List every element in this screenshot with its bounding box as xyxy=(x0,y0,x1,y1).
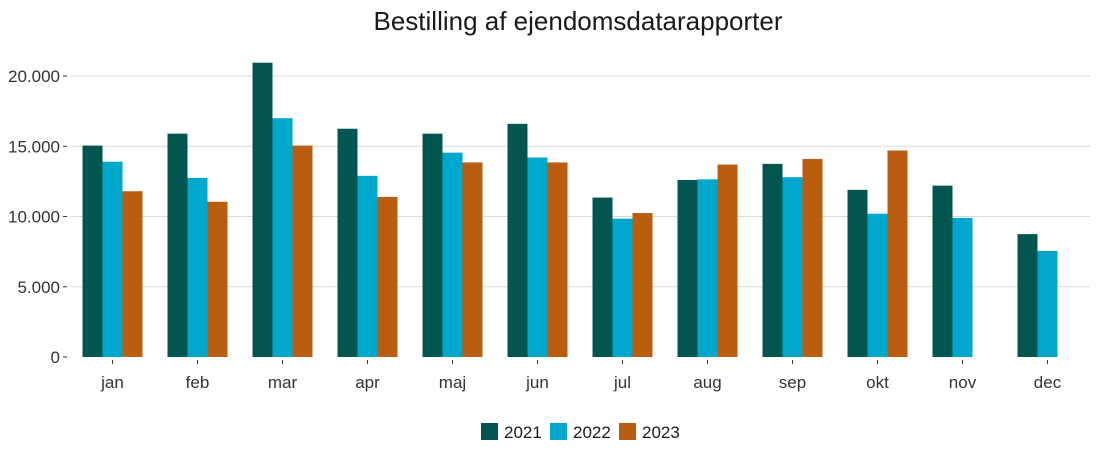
y-axis: 0 5.000 10.000 15.000 20.000 xyxy=(8,67,67,367)
x-tick-label: sep xyxy=(779,373,806,392)
bar-2021-okt xyxy=(847,189,868,357)
bar-2021-sep xyxy=(762,163,783,357)
bar-2022-feb xyxy=(187,177,208,357)
bar-2022-okt xyxy=(867,213,888,357)
bar-2023-okt xyxy=(887,150,908,357)
bar-2022-jun xyxy=(527,157,548,357)
bar-2023-jan xyxy=(122,191,143,357)
x-tick-label: okt xyxy=(866,373,889,392)
y-tick-label: 5.000 xyxy=(17,278,60,297)
bar-2022-dec xyxy=(1037,250,1058,357)
bar-2023-feb xyxy=(207,201,228,357)
chart-title: Bestilling af ejendomsdatarapporter xyxy=(373,6,782,36)
bar-2021-apr xyxy=(337,128,358,357)
bar-2022-sep xyxy=(782,177,803,357)
legend: 2021 2022 2023 xyxy=(481,423,680,442)
bar-2021-jun xyxy=(507,123,528,357)
x-tick-label: mar xyxy=(268,373,298,392)
bar-2023-maj xyxy=(462,162,483,357)
y-tick-label: 10.000 xyxy=(8,208,60,227)
bar-2023-mar xyxy=(292,145,313,357)
legend-label: 2022 xyxy=(573,423,611,442)
x-tick-label: dec xyxy=(1034,373,1062,392)
x-tick-label: jun xyxy=(525,373,549,392)
bar-2023-sep xyxy=(802,158,823,357)
bar-2021-feb xyxy=(167,133,188,357)
bar-2021-mar xyxy=(252,62,273,357)
gridlines xyxy=(70,75,1090,288)
bar-2021-nov xyxy=(932,185,953,357)
y-tick-label: 20.000 xyxy=(8,67,60,86)
y-tick-label: 15.000 xyxy=(8,137,60,156)
bar-2022-maj xyxy=(442,152,463,357)
bar-2023-jun xyxy=(547,162,568,357)
bar-2022-nov xyxy=(952,217,973,357)
x-tick-label: aug xyxy=(693,373,721,392)
bar-2021-maj xyxy=(422,133,443,357)
bar-2022-aug xyxy=(697,179,718,357)
bar-2022-jan xyxy=(102,161,123,357)
y-tick-label: 0 xyxy=(51,348,60,367)
bar-2021-aug xyxy=(677,180,698,357)
legend-swatch xyxy=(481,423,498,440)
bar-2023-apr xyxy=(377,196,398,357)
x-tick-label: maj xyxy=(439,373,466,392)
bar-2021-jan xyxy=(82,145,103,357)
bar-2022-mar xyxy=(272,118,293,357)
bar-2021-dec xyxy=(1017,234,1038,357)
bar-2021-jul xyxy=(592,197,613,357)
x-axis: jan feb mar apr maj jun jul aug sep okt nov dec xyxy=(100,360,1062,392)
legend-swatch xyxy=(619,423,636,440)
legend-label: 2023 xyxy=(642,423,680,442)
x-tick-label: jan xyxy=(100,373,124,392)
bar-2022-jul xyxy=(612,218,633,357)
legend-swatch xyxy=(550,423,567,440)
x-tick-label: jul xyxy=(613,373,631,392)
x-tick-label: apr xyxy=(355,373,380,392)
bar-2022-apr xyxy=(357,175,378,357)
bar-2023-aug xyxy=(717,164,738,357)
x-tick-label: nov xyxy=(949,373,977,392)
bar-2023-jul xyxy=(632,213,653,357)
bars xyxy=(82,62,1058,357)
legend-label: 2021 xyxy=(504,423,542,442)
x-tick-label: feb xyxy=(186,373,210,392)
